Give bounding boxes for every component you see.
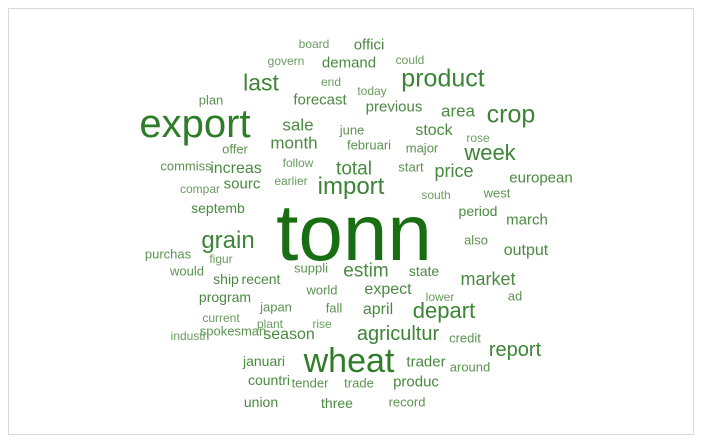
word-follow: industri: [170, 329, 210, 343]
word-total: total: [336, 158, 372, 180]
word-ad: figur: [209, 252, 233, 266]
word-offici: offici: [353, 36, 385, 54]
word-state: govern: [267, 54, 305, 68]
word-stock: stock: [415, 122, 453, 139]
word-union: februari: [346, 137, 392, 153]
word-output: output: [503, 242, 549, 259]
word-record: world: [306, 282, 338, 298]
word-plant: union: [243, 394, 279, 410]
word-tender: state: [408, 263, 440, 279]
word-report: report: [488, 339, 542, 361]
word-estim: estim: [343, 260, 389, 282]
word-forecast: forecast: [293, 91, 347, 109]
word-expect: expect: [364, 281, 412, 298]
word-januari: june: [339, 122, 365, 138]
word-increas: increas: [210, 160, 262, 177]
word-crop: crop: [486, 100, 536, 129]
word-plan: major: [405, 140, 439, 156]
word-would: period: [458, 203, 498, 219]
word-previous: previous: [365, 98, 423, 116]
word-also: south: [421, 188, 451, 202]
word-world: purchas: [144, 246, 192, 262]
word-produc: produc: [393, 373, 439, 391]
word-govern: japan: [260, 299, 292, 315]
word-period: offer: [222, 141, 248, 157]
word-european: european: [509, 169, 573, 187]
word-area: area: [440, 101, 476, 121]
word-rose: spokesman: [199, 323, 267, 339]
word-earlier: credit: [449, 330, 481, 346]
word-march: march: [506, 211, 548, 229]
word-west: lower: [425, 290, 455, 304]
word-week: week: [464, 140, 516, 165]
word-sale: sale: [282, 115, 314, 135]
word-end: plant: [256, 317, 284, 331]
word-suppli: also: [464, 232, 488, 248]
word-compar: januari: [242, 353, 286, 369]
word-current: trade: [344, 375, 374, 391]
word-recent: end: [320, 75, 342, 89]
word-industri: record: [388, 394, 426, 410]
word-month: month: [270, 133, 318, 153]
word-sourc: sourc: [223, 175, 261, 193]
word-april: april: [362, 301, 394, 318]
word-countri: plan: [198, 92, 224, 108]
word-ship: today: [357, 84, 387, 98]
word-spokesman: ad: [507, 288, 523, 304]
word-offer: compar: [179, 182, 221, 196]
word-grain: grain: [201, 227, 255, 254]
word-today: rise: [312, 317, 332, 331]
word-season: season: [263, 326, 315, 343]
word-around: suppli: [294, 260, 328, 276]
word-start: earlier: [274, 174, 308, 188]
word-depart: depart: [412, 298, 476, 323]
word-june: commiss: [160, 158, 212, 174]
word-purchas: septemb: [191, 200, 245, 216]
word-could: fall: [325, 300, 343, 316]
word-tonn: tonn: [276, 188, 432, 277]
word-product: product: [401, 64, 485, 93]
word-three: rose: [466, 131, 490, 145]
word-rise: three: [321, 395, 353, 411]
word-fall: ship: [213, 271, 239, 287]
word-price: price: [434, 161, 474, 181]
word-trader: trader: [406, 353, 446, 371]
word-japan: would: [170, 263, 204, 279]
word-program: could: [395, 53, 425, 67]
word-trade: program: [198, 289, 252, 305]
word-figur: countri: [247, 372, 291, 388]
word-februari: follow: [282, 156, 314, 170]
word-market: market: [460, 269, 516, 289]
word-board: current: [202, 311, 240, 325]
word-demand: demand: [321, 54, 377, 72]
word-export: export: [139, 102, 251, 146]
word-south: around: [449, 359, 491, 375]
word-cloud-panel: tonn export wheat product crop import gr…: [8, 8, 694, 435]
word-last: last: [243, 69, 279, 96]
word-import: import: [317, 173, 385, 200]
word-lower: tender: [291, 375, 329, 391]
word-septemb: board: [298, 37, 330, 51]
word-commiss: west: [483, 185, 511, 201]
word-wheat: wheat: [303, 342, 395, 380]
word-credit: recent: [241, 271, 281, 287]
word-agricultur: agricultur: [356, 323, 440, 345]
word-major: start: [398, 159, 424, 175]
